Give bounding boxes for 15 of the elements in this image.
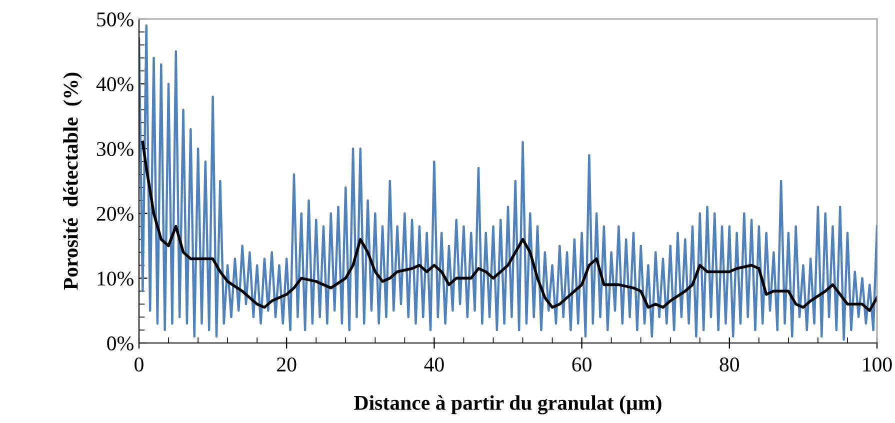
line-series <box>139 24 877 341</box>
x-tick-label: 100 <box>863 357 892 372</box>
y-tick-label: 50% <box>97 12 134 26</box>
y-tick-label: 20% <box>96 206 134 221</box>
y-axis-title: Porosité détectable (%) <box>63 72 82 290</box>
y-tick-label: 40% <box>96 77 134 92</box>
y-tick-label: 10% <box>98 272 134 286</box>
y-tick-label: 30% <box>96 142 134 156</box>
y-tick-label: 0% <box>107 336 134 350</box>
x-tick-label: 60 <box>572 357 592 372</box>
x-tick-label: 80 <box>720 357 740 372</box>
x-tick-label: 20 <box>277 357 296 372</box>
x-tick-label: 40 <box>424 357 444 372</box>
x-axis-title: Distance à partir du granulat (µm) <box>354 395 662 414</box>
x-tick-label: 0 <box>134 357 144 372</box>
